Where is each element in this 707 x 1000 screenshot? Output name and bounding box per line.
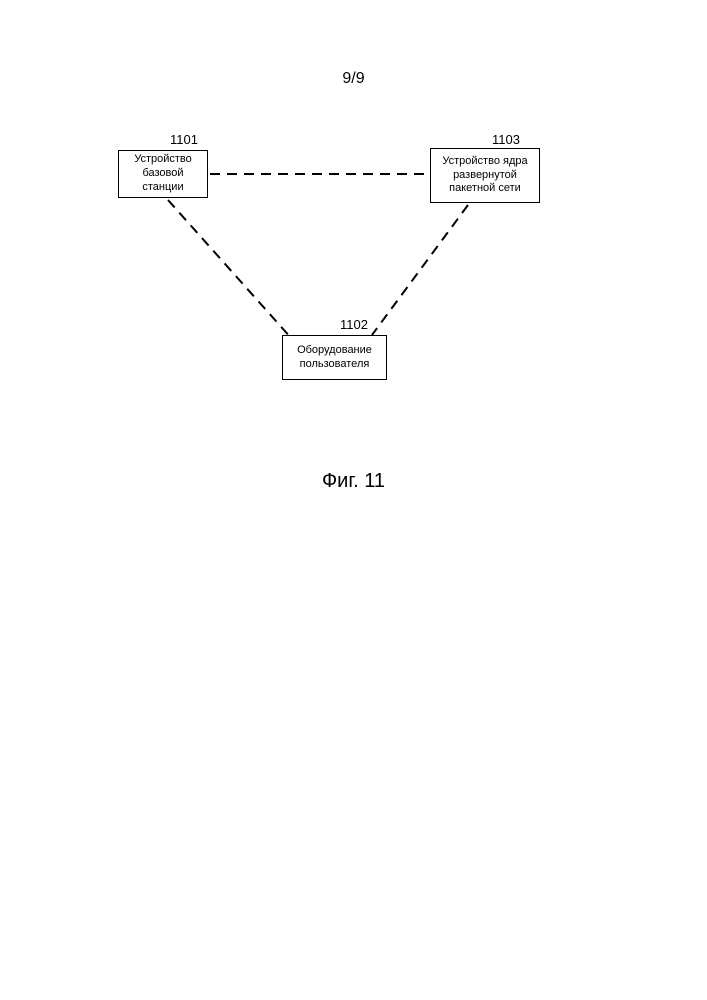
node-1101: Устройство базовой станции	[118, 150, 208, 198]
page-number: 9/9	[342, 70, 364, 88]
edge-1101-1102	[168, 200, 300, 348]
node-text: Устройство базовой станции	[125, 153, 201, 194]
diagram: 1101 Устройство базовой станции 1103 Уст…	[0, 110, 707, 460]
node-1103: Устройство ядра развернутой пакетной сет…	[430, 148, 540, 203]
node-label-1101: 1101	[170, 132, 198, 147]
node-text: Оборудование пользователя	[289, 344, 380, 372]
diagram-edges	[0, 110, 707, 460]
edge-1103-1102	[372, 205, 468, 335]
node-1102: Оборудование пользователя	[282, 335, 387, 380]
node-text: Устройство ядра развернутой пакетной сет…	[437, 155, 533, 196]
node-label-1102: 1102	[340, 317, 368, 332]
figure-caption: Фиг. 11	[322, 470, 385, 493]
node-label-1103: 1103	[492, 132, 520, 147]
